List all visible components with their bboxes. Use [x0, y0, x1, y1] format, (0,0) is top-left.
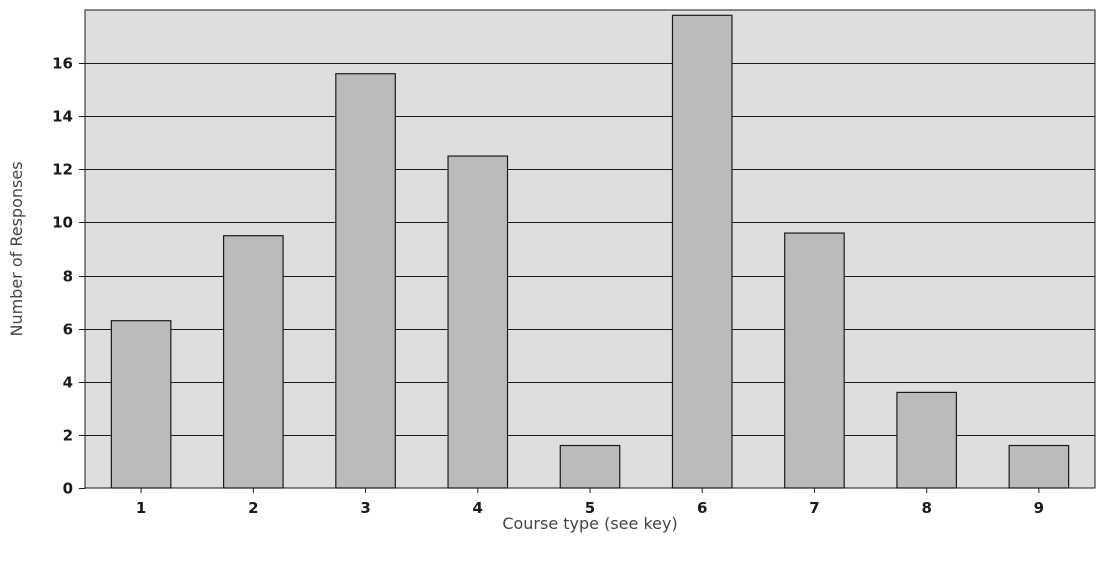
bar-1 [110, 320, 172, 489]
y-tick-label: 4 [63, 374, 73, 392]
y-tick-label: 10 [52, 214, 73, 232]
y-axis-ticks: 0 2 4 6 8 10 12 14 16 [52, 55, 85, 498]
bars [110, 14, 1070, 489]
x-tick-label: 6 [697, 499, 707, 517]
y-tick-label: 16 [52, 55, 73, 73]
x-tick-label: 7 [809, 499, 819, 517]
y-tick-label: 2 [63, 427, 73, 445]
x-tick-label: 5 [585, 499, 595, 517]
y-axis-title: Number of Responses [7, 161, 26, 336]
bar-9 [1008, 444, 1070, 489]
y-tick-label: 0 [63, 480, 73, 498]
bar-2 [222, 235, 284, 489]
x-axis-title: Course type (see key) [502, 514, 677, 533]
x-tick-label: 8 [921, 499, 931, 517]
x-tick-label: 2 [248, 499, 258, 517]
bar-4 [447, 155, 509, 489]
bar-8 [896, 391, 958, 489]
x-axis-ticks: 1 2 3 4 5 6 7 8 9 [136, 488, 1044, 517]
y-tick-label: 8 [63, 268, 73, 286]
bar-5 [559, 444, 621, 489]
y-tick-label: 12 [52, 161, 73, 179]
y-tick-label: 14 [52, 108, 73, 126]
x-tick-label: 3 [360, 499, 370, 517]
x-tick-label: 1 [136, 499, 146, 517]
y-tick-label: 6 [63, 321, 73, 339]
bar-6 [671, 14, 733, 489]
x-tick-label: 4 [473, 499, 483, 517]
x-tick-label: 9 [1034, 499, 1044, 517]
bar-7 [784, 232, 845, 489]
bar-3 [335, 73, 396, 489]
